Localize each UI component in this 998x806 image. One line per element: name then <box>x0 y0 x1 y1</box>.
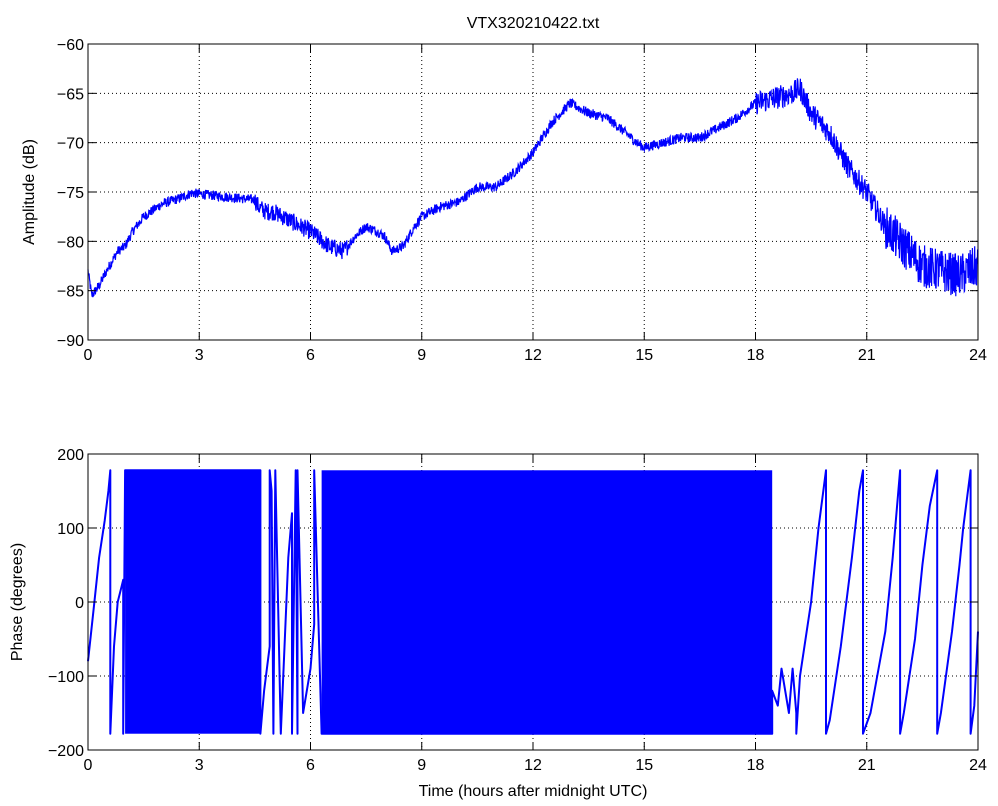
y-tick-label: 0 <box>75 595 84 612</box>
y-tick-label: −100 <box>48 669 84 686</box>
x-tick-label: 24 <box>969 757 987 774</box>
phase-dense-band <box>125 470 261 734</box>
x-tick-label: 18 <box>747 347 765 364</box>
phase-x-label: Time (hours after midnight UTC) <box>419 783 648 800</box>
phase-line <box>87 469 979 735</box>
amplitude-grid <box>88 44 978 340</box>
x-tick-label: 18 <box>747 757 765 774</box>
x-tick-label: 3 <box>195 347 204 364</box>
x-tick-label: 12 <box>524 347 542 364</box>
y-tick-label: −60 <box>57 37 84 54</box>
y-tick-label: 100 <box>57 521 84 538</box>
x-tick-label: 9 <box>417 347 426 364</box>
x-tick-label: 6 <box>306 757 315 774</box>
amplitude-series <box>87 78 979 298</box>
x-tick-label: 15 <box>635 347 653 364</box>
x-tick-label: 21 <box>858 347 876 364</box>
y-tick-label: −90 <box>57 333 84 350</box>
x-tick-label: 6 <box>306 347 315 364</box>
x-tick-label: 24 <box>969 347 987 364</box>
x-tick-label: 0 <box>84 757 93 774</box>
amplitude-ticks: 0 3 6 9 12 15 18 21 24 −90 −85 −80 −75 −70 −65 −60 <box>57 37 987 364</box>
amplitude-panel: VTX320210422.txt 0 3 6 9 12 15 18 21 24 −90 −85 −80… <box>21 15 987 364</box>
y-tick-label: −200 <box>48 743 84 760</box>
chart-title: VTX320210422.txt <box>467 15 600 32</box>
x-tick-label: 21 <box>858 757 876 774</box>
x-tick-label: 0 <box>84 347 93 364</box>
y-tick-label: −70 <box>57 136 84 153</box>
phase-dense-band <box>321 470 773 734</box>
phase-y-label: Phase (degrees) <box>9 543 26 661</box>
y-tick-label: −75 <box>57 185 84 202</box>
y-tick-label: −85 <box>57 284 84 301</box>
y-tick-label: 200 <box>57 447 84 464</box>
x-tick-label: 3 <box>195 757 204 774</box>
phase-series <box>87 469 979 735</box>
x-tick-label: 15 <box>635 757 653 774</box>
phase-ticks: 0 3 6 9 12 15 18 21 24 −200 −100 0 100 200 <box>48 447 987 774</box>
phase-panel: 0 3 6 9 12 15 18 21 24 −200 −100 0 100 200 Phase (deg… <box>9 447 987 800</box>
y-tick-label: −65 <box>57 86 84 103</box>
amplitude-line <box>87 78 979 298</box>
x-tick-label: 9 <box>417 757 426 774</box>
y-tick-label: −80 <box>57 234 84 251</box>
x-tick-label: 12 <box>524 757 542 774</box>
amplitude-y-label: Amplitude (dB) <box>21 139 38 245</box>
